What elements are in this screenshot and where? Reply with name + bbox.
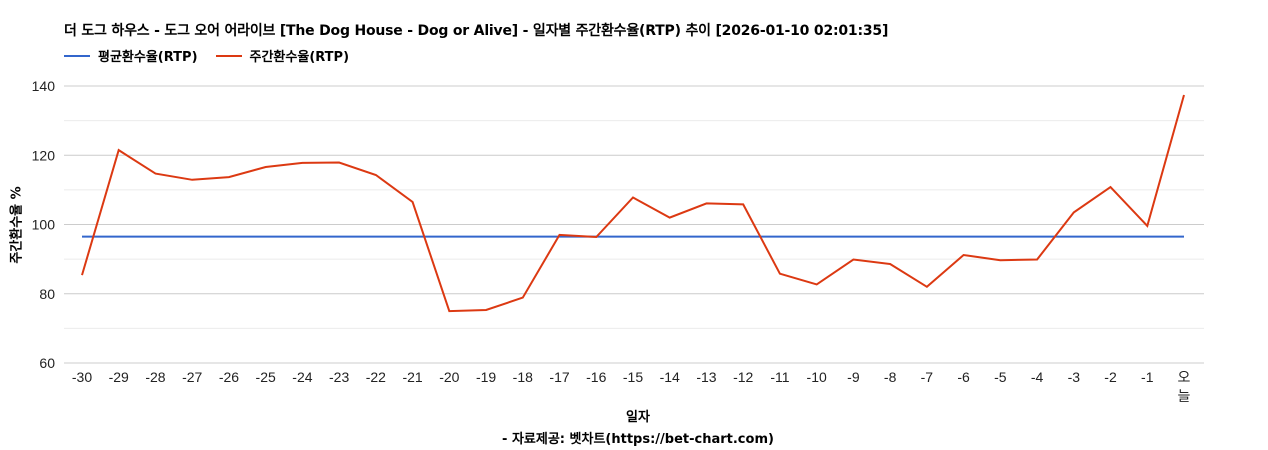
x-tick-label: -9 xyxy=(847,369,860,385)
x-tick-label: -10 xyxy=(807,369,827,385)
x-tick-label: -19 xyxy=(476,369,496,385)
x-tick-label: -4 xyxy=(1031,369,1044,385)
x-tick-label: -12 xyxy=(733,369,753,385)
x-tick-label: -27 xyxy=(182,369,202,385)
y-tick-label: 100 xyxy=(32,217,56,233)
x-tick-label: -15 xyxy=(623,369,643,385)
x-tick-label: -24 xyxy=(292,369,312,385)
legend-item-weekly-rtp[interactable]: 주간환수율(RTP) xyxy=(215,46,350,65)
x-tick-label: -14 xyxy=(660,369,680,385)
legend-item-average-rtp[interactable]: 평균환수율(RTP) xyxy=(64,46,198,65)
x-tick-label: -8 xyxy=(884,369,897,385)
x-tick-label: -20 xyxy=(439,369,459,385)
x-tick-label: -22 xyxy=(366,369,386,385)
x-tick-label: -6 xyxy=(957,369,970,385)
chart-title: 더 도그 하우스 - 도그 오어 어라이브 [The Dog House - D… xyxy=(64,23,889,39)
data-source-credit: - 자료제공: 벳차트(https://bet-chart.com) xyxy=(502,432,774,447)
x-tick-label: -25 xyxy=(256,369,276,385)
legend-swatch-blue xyxy=(64,54,90,57)
y-tick-label: 120 xyxy=(32,147,56,163)
x-tick-label: -26 xyxy=(219,369,239,385)
weekly-rtp-line[interactable] xyxy=(81,94,1185,313)
y-tick-label: 80 xyxy=(39,286,55,302)
x-tick-label: -11 xyxy=(770,369,789,385)
x-tick-label: -7 xyxy=(921,369,934,385)
x-tick-label: -5 xyxy=(994,369,1007,385)
x-tick-label: -2 xyxy=(1104,369,1117,385)
x-tick-label: 늘 xyxy=(1178,389,1191,405)
x-axis-label: 일자 xyxy=(626,410,650,425)
x-tick-label: -23 xyxy=(329,369,349,385)
legend-label: 평균환수율(RTP) xyxy=(98,50,198,65)
y-tick-label: 140 xyxy=(32,78,56,94)
x-tick-label: -16 xyxy=(586,369,606,385)
x-tick-label: -1 xyxy=(1141,369,1154,385)
legend-swatch-red xyxy=(215,54,242,57)
legend-label: 주간환수율(RTP) xyxy=(249,50,350,65)
x-tick-label: 오 xyxy=(1178,370,1191,386)
x-tick-label: -30 xyxy=(72,369,92,385)
x-tick-label: -3 xyxy=(1068,369,1081,385)
x-tick-label: -18 xyxy=(513,369,533,385)
x-tick-label: -28 xyxy=(145,369,165,385)
legend: 평균환수율(RTP) 주간환수율(RTP) xyxy=(64,46,367,65)
y-axis-label: 주간환수율 % xyxy=(9,186,25,264)
x-tick-label: -17 xyxy=(549,369,569,385)
x-tick-label: -21 xyxy=(402,369,422,385)
x-tick-label: -13 xyxy=(696,369,716,385)
y-tick-label: 60 xyxy=(39,355,55,371)
x-tick-label: -29 xyxy=(109,369,129,385)
